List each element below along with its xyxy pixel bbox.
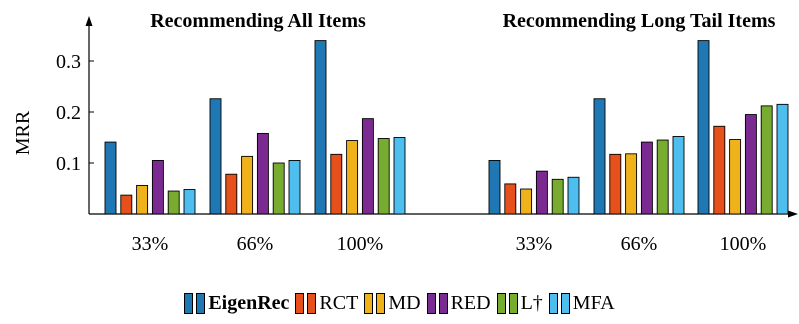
legend-item: L† (496, 292, 543, 315)
bar (776, 103, 789, 215)
x-axis-arrow (788, 210, 798, 218)
legend-swatch (438, 293, 448, 314)
legend-swatch (508, 293, 518, 314)
bar (609, 153, 622, 215)
bar (288, 159, 301, 215)
bar (744, 114, 757, 215)
legend-label: EigenRec (208, 292, 290, 314)
bar (272, 162, 285, 215)
x-tick-label: 100% (720, 233, 767, 255)
bar (151, 159, 164, 215)
bar (167, 190, 180, 215)
legend-swatch (295, 293, 305, 314)
y-tick-label: 0.3 (56, 51, 81, 73)
legend-item: MD (364, 292, 421, 315)
legend-swatch (560, 293, 570, 314)
legend-swatch (376, 293, 386, 314)
panel-title: Recommending All Items (150, 10, 366, 32)
legend-item: MFA (548, 292, 615, 315)
legend-swatch (196, 293, 206, 314)
bar (656, 139, 669, 215)
bar (760, 105, 773, 215)
bar (672, 136, 685, 215)
bar (393, 137, 406, 215)
bar (104, 141, 117, 215)
legend-swatch (426, 293, 436, 314)
legend-label: MD (388, 292, 421, 314)
panel-title: Recommending Long Tail Items (503, 10, 776, 32)
bars (104, 40, 789, 215)
legend-swatch (307, 293, 317, 314)
bar (136, 184, 149, 215)
x-tick-label: 100% (337, 233, 384, 255)
bar (535, 170, 548, 215)
legend-swatch (364, 293, 374, 314)
legend-label: RED (450, 292, 491, 314)
y-tick-label: 0.2 (56, 102, 81, 124)
bar (183, 189, 196, 215)
legend-swatch (496, 293, 506, 314)
bar (713, 125, 726, 215)
labels: 0.1 0.2 0.3 MRR Recommending All Items 33% 66%… (12, 10, 776, 255)
legend: EigenRec RCT MD RED L† MFA (0, 292, 799, 320)
bar (640, 141, 653, 215)
bar (551, 178, 564, 215)
legend-label: RCT (319, 292, 359, 314)
bar (361, 118, 374, 215)
bar (567, 176, 580, 215)
x-tick-label: 33% (132, 233, 169, 255)
bar (346, 140, 359, 215)
legend-item: RED (426, 292, 491, 315)
bar (120, 194, 133, 215)
x-tick-label: 33% (516, 233, 553, 255)
legend-item: EigenRec (184, 292, 289, 315)
y-axis-arrow (85, 16, 93, 26)
bar (377, 138, 390, 215)
legend-item: RCT (295, 292, 358, 315)
bar (697, 40, 710, 215)
x-tick-label: 66% (237, 233, 274, 255)
y-axis-label: MRR (12, 110, 34, 155)
legend-swatch (548, 293, 558, 314)
y-tick-label: 0.1 (56, 153, 81, 175)
x-tick-label: 66% (621, 233, 658, 255)
bar (729, 139, 742, 215)
bar (330, 153, 343, 215)
bar (209, 98, 222, 215)
bar (241, 155, 254, 215)
bar (504, 183, 517, 215)
bar (488, 159, 501, 215)
axes (85, 16, 798, 218)
bar (625, 153, 638, 215)
legend-label: L† (520, 292, 543, 314)
bar (314, 40, 327, 215)
legend-label: MFA (572, 292, 615, 314)
bar (520, 188, 533, 215)
bar (225, 173, 238, 215)
bar (593, 98, 606, 215)
bar (256, 132, 269, 215)
legend-swatch (184, 293, 194, 314)
